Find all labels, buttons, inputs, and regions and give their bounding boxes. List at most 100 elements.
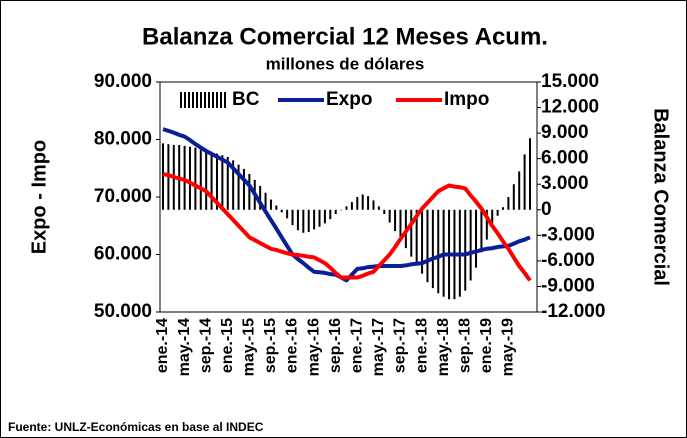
x-tick-label: sep.-16 <box>327 318 344 373</box>
bar <box>221 155 224 210</box>
bar <box>242 168 245 210</box>
bar <box>259 185 262 210</box>
bar <box>377 206 380 210</box>
bar <box>232 160 235 210</box>
x-tick-label: ene.-18 <box>413 318 430 373</box>
bar <box>205 150 208 210</box>
bar <box>286 209 289 219</box>
bar <box>410 209 413 257</box>
bar <box>323 209 326 224</box>
y2-axis-title: Balanza Comercial <box>650 108 672 286</box>
bar <box>162 143 164 210</box>
legend-swatch <box>204 92 206 108</box>
x-tick-label: ene.-17 <box>349 318 366 373</box>
bar <box>367 196 370 210</box>
y2-tick-label: -6.000 <box>541 250 595 271</box>
bar <box>523 154 526 210</box>
bar <box>318 209 321 227</box>
x-tick-label: may.-17 <box>370 318 387 377</box>
chart-title: Balanza Comercial 12 Meses Acum. <box>142 23 548 50</box>
legend-swatch <box>188 92 190 108</box>
x-tick-label: ene.-19 <box>478 318 495 373</box>
bar <box>215 153 218 210</box>
x-tick-label: sep.-15 <box>262 318 279 373</box>
bar <box>237 164 240 210</box>
bar <box>372 200 375 210</box>
bar <box>210 151 213 210</box>
bar <box>394 209 397 232</box>
bar <box>302 209 305 233</box>
bar <box>248 174 251 210</box>
chart-subtitle: millones de dólares <box>266 54 425 73</box>
bar <box>529 138 531 210</box>
bar <box>275 205 278 210</box>
x-tick-label: ene.-15 <box>219 318 236 373</box>
y-tick-label: 60.000 <box>94 244 152 265</box>
legend-swatch <box>212 92 214 108</box>
bar <box>350 202 353 210</box>
x-tick-label: sep.-18 <box>456 318 473 373</box>
y2-tick-label: 9.000 <box>541 122 589 143</box>
bar <box>264 192 267 210</box>
bar <box>388 209 391 223</box>
x-tick-label: may.-15 <box>241 318 258 377</box>
bar <box>469 209 472 281</box>
legend-swatch <box>180 92 182 108</box>
bar <box>496 209 499 216</box>
legend-swatch <box>200 92 202 108</box>
bar <box>431 209 434 289</box>
bar <box>226 156 229 210</box>
legend-swatch <box>192 92 194 108</box>
bar <box>269 199 272 210</box>
x-tick-label: may.-19 <box>500 318 517 377</box>
bar <box>518 171 521 210</box>
bar <box>307 209 310 232</box>
x-tick-label: ene.-16 <box>284 318 301 373</box>
x-tick-label: may.-14 <box>176 318 193 377</box>
bar <box>340 209 343 211</box>
bar <box>188 146 191 210</box>
x-tick-label: ene.-14 <box>154 318 171 373</box>
bar <box>383 209 386 215</box>
bar <box>491 209 494 227</box>
bar <box>485 209 488 240</box>
bar <box>194 147 197 210</box>
y-tick-label: 50.000 <box>94 301 152 322</box>
y2-tick-label: 3.000 <box>541 173 589 194</box>
bar <box>475 209 478 268</box>
line <box>162 172 532 282</box>
bar <box>415 209 418 266</box>
bar <box>356 197 359 210</box>
legend-swatch <box>220 92 222 108</box>
bar <box>426 209 429 283</box>
legend-swatch <box>208 92 210 108</box>
legend-swatch <box>216 92 218 108</box>
bar <box>507 197 510 210</box>
bar <box>512 184 515 210</box>
bar <box>345 206 348 210</box>
bar <box>502 207 505 210</box>
bar <box>399 209 402 240</box>
legend-label: Impo <box>444 89 489 110</box>
bar <box>361 194 364 210</box>
bar <box>437 209 440 294</box>
bar <box>334 209 337 215</box>
bar <box>313 209 316 230</box>
bar <box>291 209 294 226</box>
bar <box>280 209 283 213</box>
bar <box>199 148 202 210</box>
bar <box>329 209 332 220</box>
bar <box>296 209 299 231</box>
y2-tick-label: -12.000 <box>541 301 605 322</box>
bar <box>480 209 483 253</box>
y2-tick-label: -9.000 <box>541 275 595 296</box>
legend-swatch <box>224 92 226 108</box>
legend-swatch <box>196 92 198 108</box>
x-tick-label: sep.-14 <box>197 318 214 373</box>
x-tick-label: may.-16 <box>305 318 322 377</box>
y-tick-label: 80.000 <box>94 129 152 150</box>
y2-tick-label: -3.000 <box>541 224 595 245</box>
legend-label: BC <box>232 89 260 110</box>
